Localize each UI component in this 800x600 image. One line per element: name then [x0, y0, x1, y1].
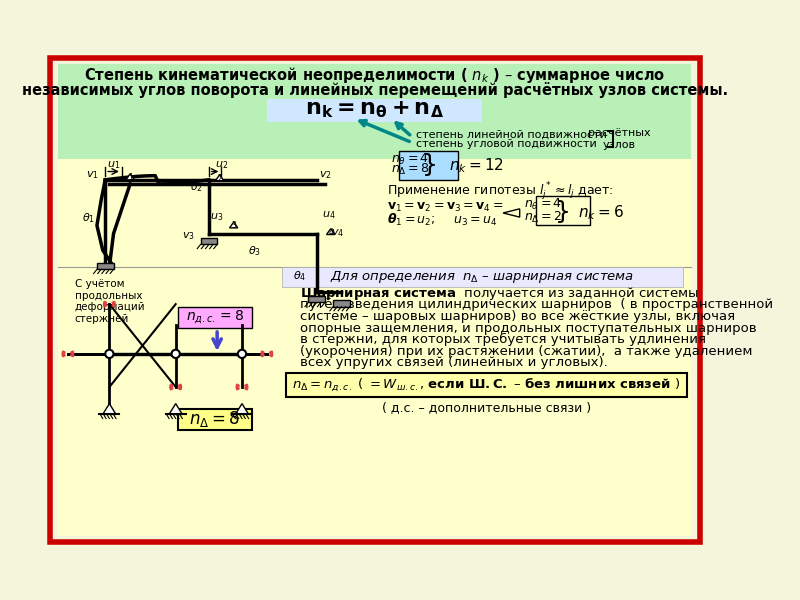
- Text: Применение гипотезы $l^*_j \approx l_j$ дает:: Применение гипотезы $l^*_j \approx l_j$ …: [387, 181, 614, 203]
- Polygon shape: [126, 174, 134, 180]
- Wedge shape: [270, 351, 273, 357]
- Text: $\mathbf{Шарнирная\ система}$  получается из заданной системы: $\mathbf{Шарнирная\ система}$ получается…: [300, 285, 699, 302]
- FancyBboxPatch shape: [58, 64, 691, 159]
- Text: всех упругих связей (линейных и угловых).: всех упругих связей (линейных и угловых)…: [300, 356, 608, 370]
- FancyBboxPatch shape: [536, 196, 590, 226]
- Bar: [201, 238, 217, 244]
- FancyBboxPatch shape: [50, 58, 699, 542]
- Bar: [97, 263, 114, 269]
- Text: (укорочения) при их растяжении (сжатии),  а также удалением: (укорочения) при их растяжении (сжатии),…: [300, 345, 753, 358]
- Text: $\mathbf{v}_1 = \mathbf{v}_2 = \mathbf{v}_3 = \mathbf{v}_4 =$: $\mathbf{v}_1 = \mathbf{v}_2 = \mathbf{v…: [387, 200, 503, 214]
- Bar: [333, 300, 350, 307]
- Wedge shape: [261, 351, 264, 357]
- FancyBboxPatch shape: [286, 373, 687, 397]
- Text: $n_\Delta = n_{д.с.}$ ( $= W_{ш.с.}$, $\mathbf{если\ Ш.С.\ –\ без\ лишних\ связе: $n_\Delta = n_{д.с.}$ ( $= W_{ш.с.}$, $\…: [293, 376, 681, 393]
- Text: $\theta_1$: $\theta_1$: [82, 211, 95, 225]
- Text: $u_1$: $u_1$: [107, 160, 120, 171]
- Polygon shape: [230, 222, 238, 228]
- FancyBboxPatch shape: [178, 409, 252, 430]
- Bar: [308, 296, 325, 302]
- FancyBboxPatch shape: [267, 98, 482, 122]
- Text: $\boldsymbol{\theta}_1 = u_2;$    $u_3 = u_4$: $\boldsymbol{\theta}_1 = u_2;$ $u_3 = u_…: [387, 212, 498, 227]
- Wedge shape: [245, 384, 248, 390]
- Text: системе – шаровых шарниров) во все жёсткие узлы, включая: системе – шаровых шарниров) во все жёстк…: [300, 310, 735, 323]
- Polygon shape: [169, 404, 182, 415]
- Text: С учётом
продольных
деформаций
стержней: С учётом продольных деформаций стержней: [74, 279, 145, 324]
- Text: $\theta_2$: $\theta_2$: [190, 181, 203, 194]
- Polygon shape: [102, 404, 116, 415]
- Polygon shape: [215, 175, 224, 181]
- Text: $\theta_3$: $\theta_3$: [248, 244, 261, 258]
- Text: $n_k = 6$: $n_k = 6$: [578, 203, 623, 223]
- Circle shape: [106, 350, 114, 358]
- Text: $v_3$: $v_3$: [182, 230, 194, 242]
- Polygon shape: [235, 404, 249, 415]
- Polygon shape: [326, 229, 335, 235]
- Wedge shape: [103, 301, 106, 307]
- Text: $\mathbf{n_k = n_\theta + n_\Delta}$: $\mathbf{n_k = n_\theta + n_\Delta}$: [305, 100, 444, 121]
- FancyBboxPatch shape: [58, 159, 691, 536]
- Text: $v_4$: $v_4$: [330, 227, 344, 239]
- Text: в стержни, для которых требуется учитывать удлинения: в стержни, для которых требуется учитыва…: [300, 333, 706, 346]
- Text: $u_3$: $u_3$: [210, 211, 224, 223]
- Wedge shape: [170, 384, 173, 390]
- Text: $u_4$: $u_4$: [322, 209, 336, 221]
- FancyBboxPatch shape: [178, 307, 252, 328]
- Wedge shape: [62, 351, 65, 357]
- Text: 3: 3: [231, 221, 236, 230]
- Text: $n_\Delta = 8$: $n_\Delta = 8$: [190, 409, 240, 430]
- Text: $n_\theta = 4$: $n_\theta = 4$: [391, 152, 430, 167]
- Circle shape: [238, 350, 246, 358]
- Text: независимых углов поворота и линейных перемещений расчётных узлов системы.: независимых углов поворота и линейных пе…: [22, 82, 728, 98]
- Wedge shape: [178, 384, 182, 390]
- Wedge shape: [71, 351, 74, 357]
- FancyBboxPatch shape: [399, 151, 458, 180]
- Text: Степень кинематической неопределимости ( $n_k$ ) – суммарное число: Степень кинематической неопределимости (…: [84, 65, 666, 85]
- Wedge shape: [236, 384, 239, 390]
- Text: расчётных
узлов: расчётных узлов: [588, 128, 650, 150]
- Text: $\}$: $\}$: [421, 151, 436, 178]
- Text: $n_\Delta = 8$: $n_\Delta = 8$: [391, 163, 430, 178]
- Text: путём введения цилиндрических шарниров  ( в пространственной: путём введения цилиндрических шарниров (…: [300, 298, 773, 311]
- Text: $n_k = 12$: $n_k = 12$: [450, 157, 504, 175]
- Text: $v_1$: $v_1$: [86, 169, 99, 181]
- Text: 2: 2: [218, 173, 222, 182]
- Text: степень угловой подвижности: степень угловой подвижности: [416, 139, 597, 149]
- Text: Для определения  $n_\Delta$ – шарнирная система: Для определения $n_\Delta$ – шарнирная с…: [330, 269, 634, 285]
- Text: $v_2$: $v_2$: [318, 169, 331, 181]
- Text: 4: 4: [328, 227, 333, 236]
- FancyBboxPatch shape: [282, 267, 683, 287]
- Text: опорные защемления, и продольных поступательных шарниров: опорные защемления, и продольных поступа…: [300, 322, 757, 335]
- Text: $n_{д.с.} = 8$: $n_{д.с.} = 8$: [186, 308, 244, 326]
- Wedge shape: [112, 301, 115, 307]
- Polygon shape: [503, 209, 520, 217]
- Text: $\theta_4$: $\theta_4$: [294, 269, 306, 283]
- Text: $n_\Delta = 2$: $n_\Delta = 2$: [524, 209, 562, 224]
- Text: степень линейной подвижности: степень линейной подвижности: [416, 129, 607, 139]
- Text: $n_\theta = 4$: $n_\theta = 4$: [524, 197, 562, 212]
- Text: $u_2$: $u_2$: [214, 160, 228, 171]
- Circle shape: [171, 350, 180, 358]
- Text: 1: 1: [128, 173, 133, 182]
- Text: ( д.с. – дополнительные связи ): ( д.с. – дополнительные связи ): [382, 401, 591, 414]
- Text: $\}$: $\}$: [554, 198, 569, 225]
